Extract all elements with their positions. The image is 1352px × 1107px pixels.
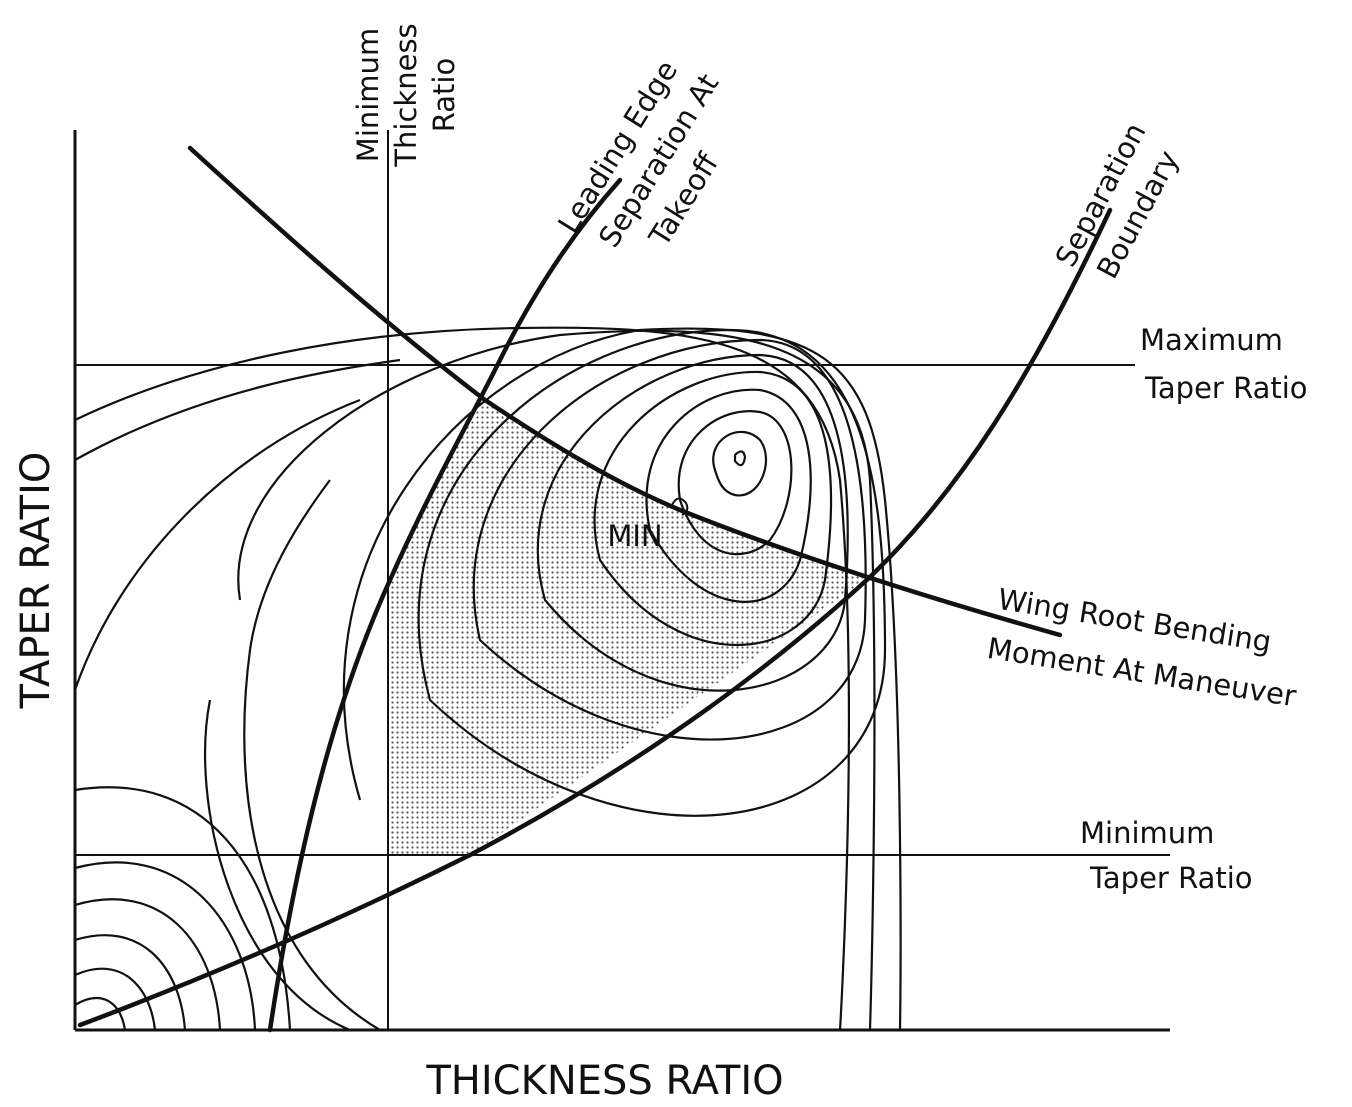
objective-contours	[73, 326, 902, 1032]
feasible-region	[388, 400, 870, 855]
y-axis-label: TAPER RATIO	[13, 452, 59, 710]
min-label: MIN	[607, 519, 662, 553]
wing-root-curve	[187, 145, 1063, 638]
min-point	[671, 497, 689, 516]
x-axis-label: THICKNESS RATIO	[425, 1058, 783, 1104]
leading-edge-label: Leading Edge Separation At Takeoff	[551, 54, 725, 253]
min-thickness-label: Minimum Thickness Ratio	[351, 23, 461, 167]
leading-edge-curve	[267, 177, 623, 1033]
wing-root-label: Wing Root Bending Moment At Maneuver	[985, 582, 1299, 713]
label-line: Thickness	[389, 23, 423, 167]
min-taper-label: Taper Ratio	[1089, 861, 1253, 895]
label-line: Ratio	[427, 58, 461, 132]
separation-boundary-curve	[77, 207, 1113, 1028]
min-taper-label: Minimum	[1080, 816, 1214, 850]
max-taper-label: Taper Ratio	[1144, 371, 1308, 405]
label-line: Minimum	[351, 28, 385, 162]
max-taper-label: Maximum	[1140, 323, 1283, 357]
separation-boundary-label: Separation Boundary	[1049, 117, 1186, 284]
